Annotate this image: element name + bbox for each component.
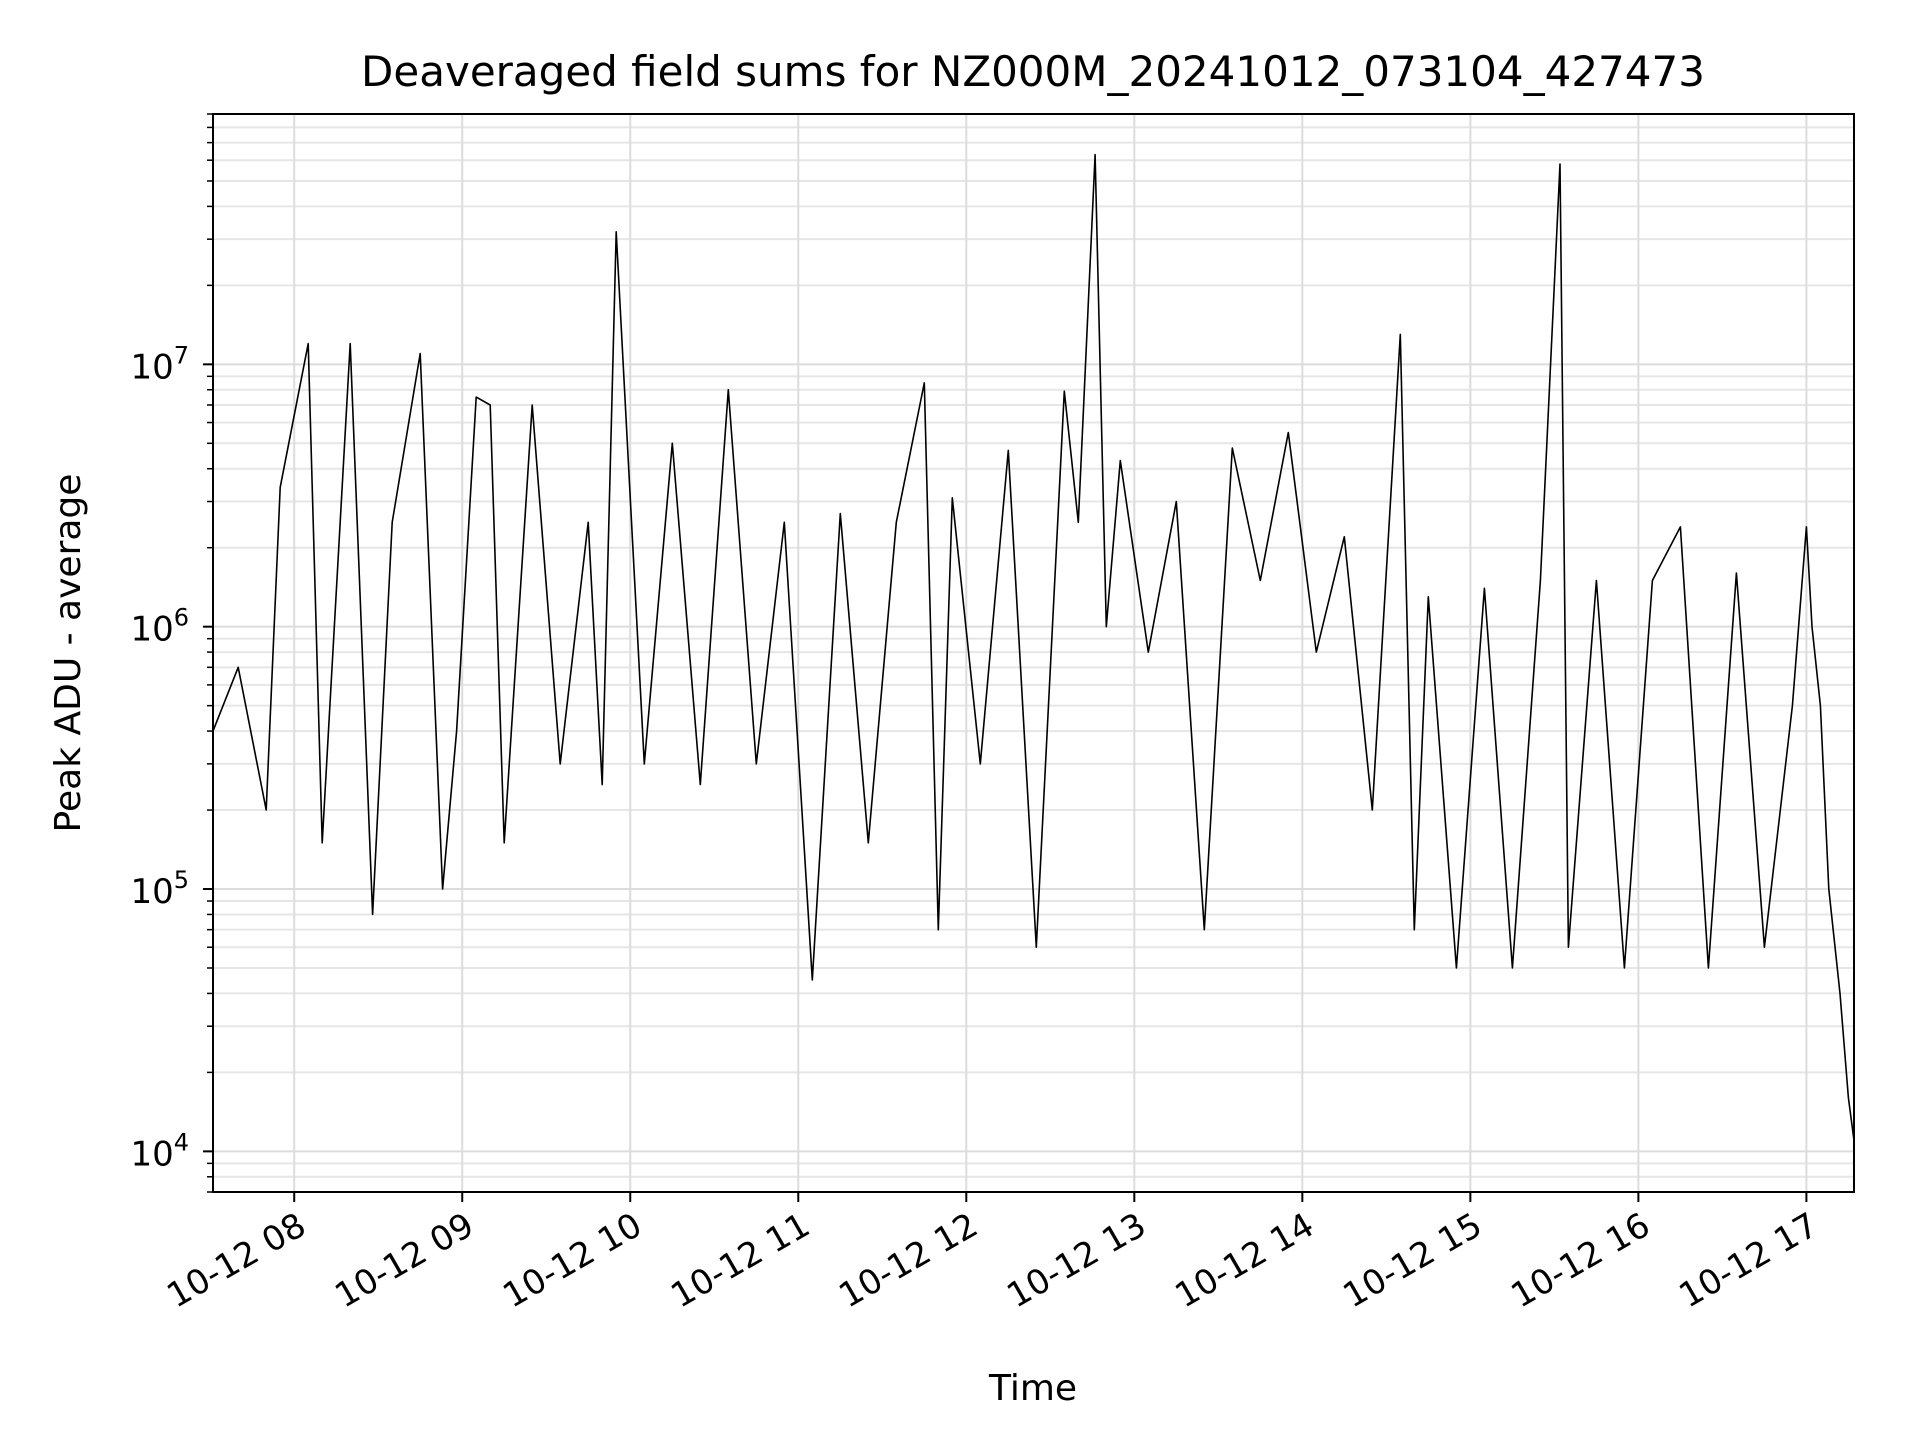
y-axis-ticks: 104 105 106 107: [130, 113, 213, 1193]
y-tick-label: 106: [130, 604, 189, 650]
x-axis-label: Time: [988, 1368, 1077, 1409]
y-axis-label: Peak ADU - average: [48, 474, 89, 833]
series-group: [212, 153, 1855, 1141]
series-line: [212, 153, 1855, 1141]
plot-frame: [212, 113, 1855, 1193]
y-tick-label: 104: [130, 1128, 189, 1174]
y-tick-label: 105: [130, 866, 189, 912]
y-tick-label: 107: [130, 341, 189, 387]
chart-title: Deaveraged field sums for NZ000M_2024101…: [361, 47, 1705, 96]
major-grid: [213, 114, 1854, 1192]
